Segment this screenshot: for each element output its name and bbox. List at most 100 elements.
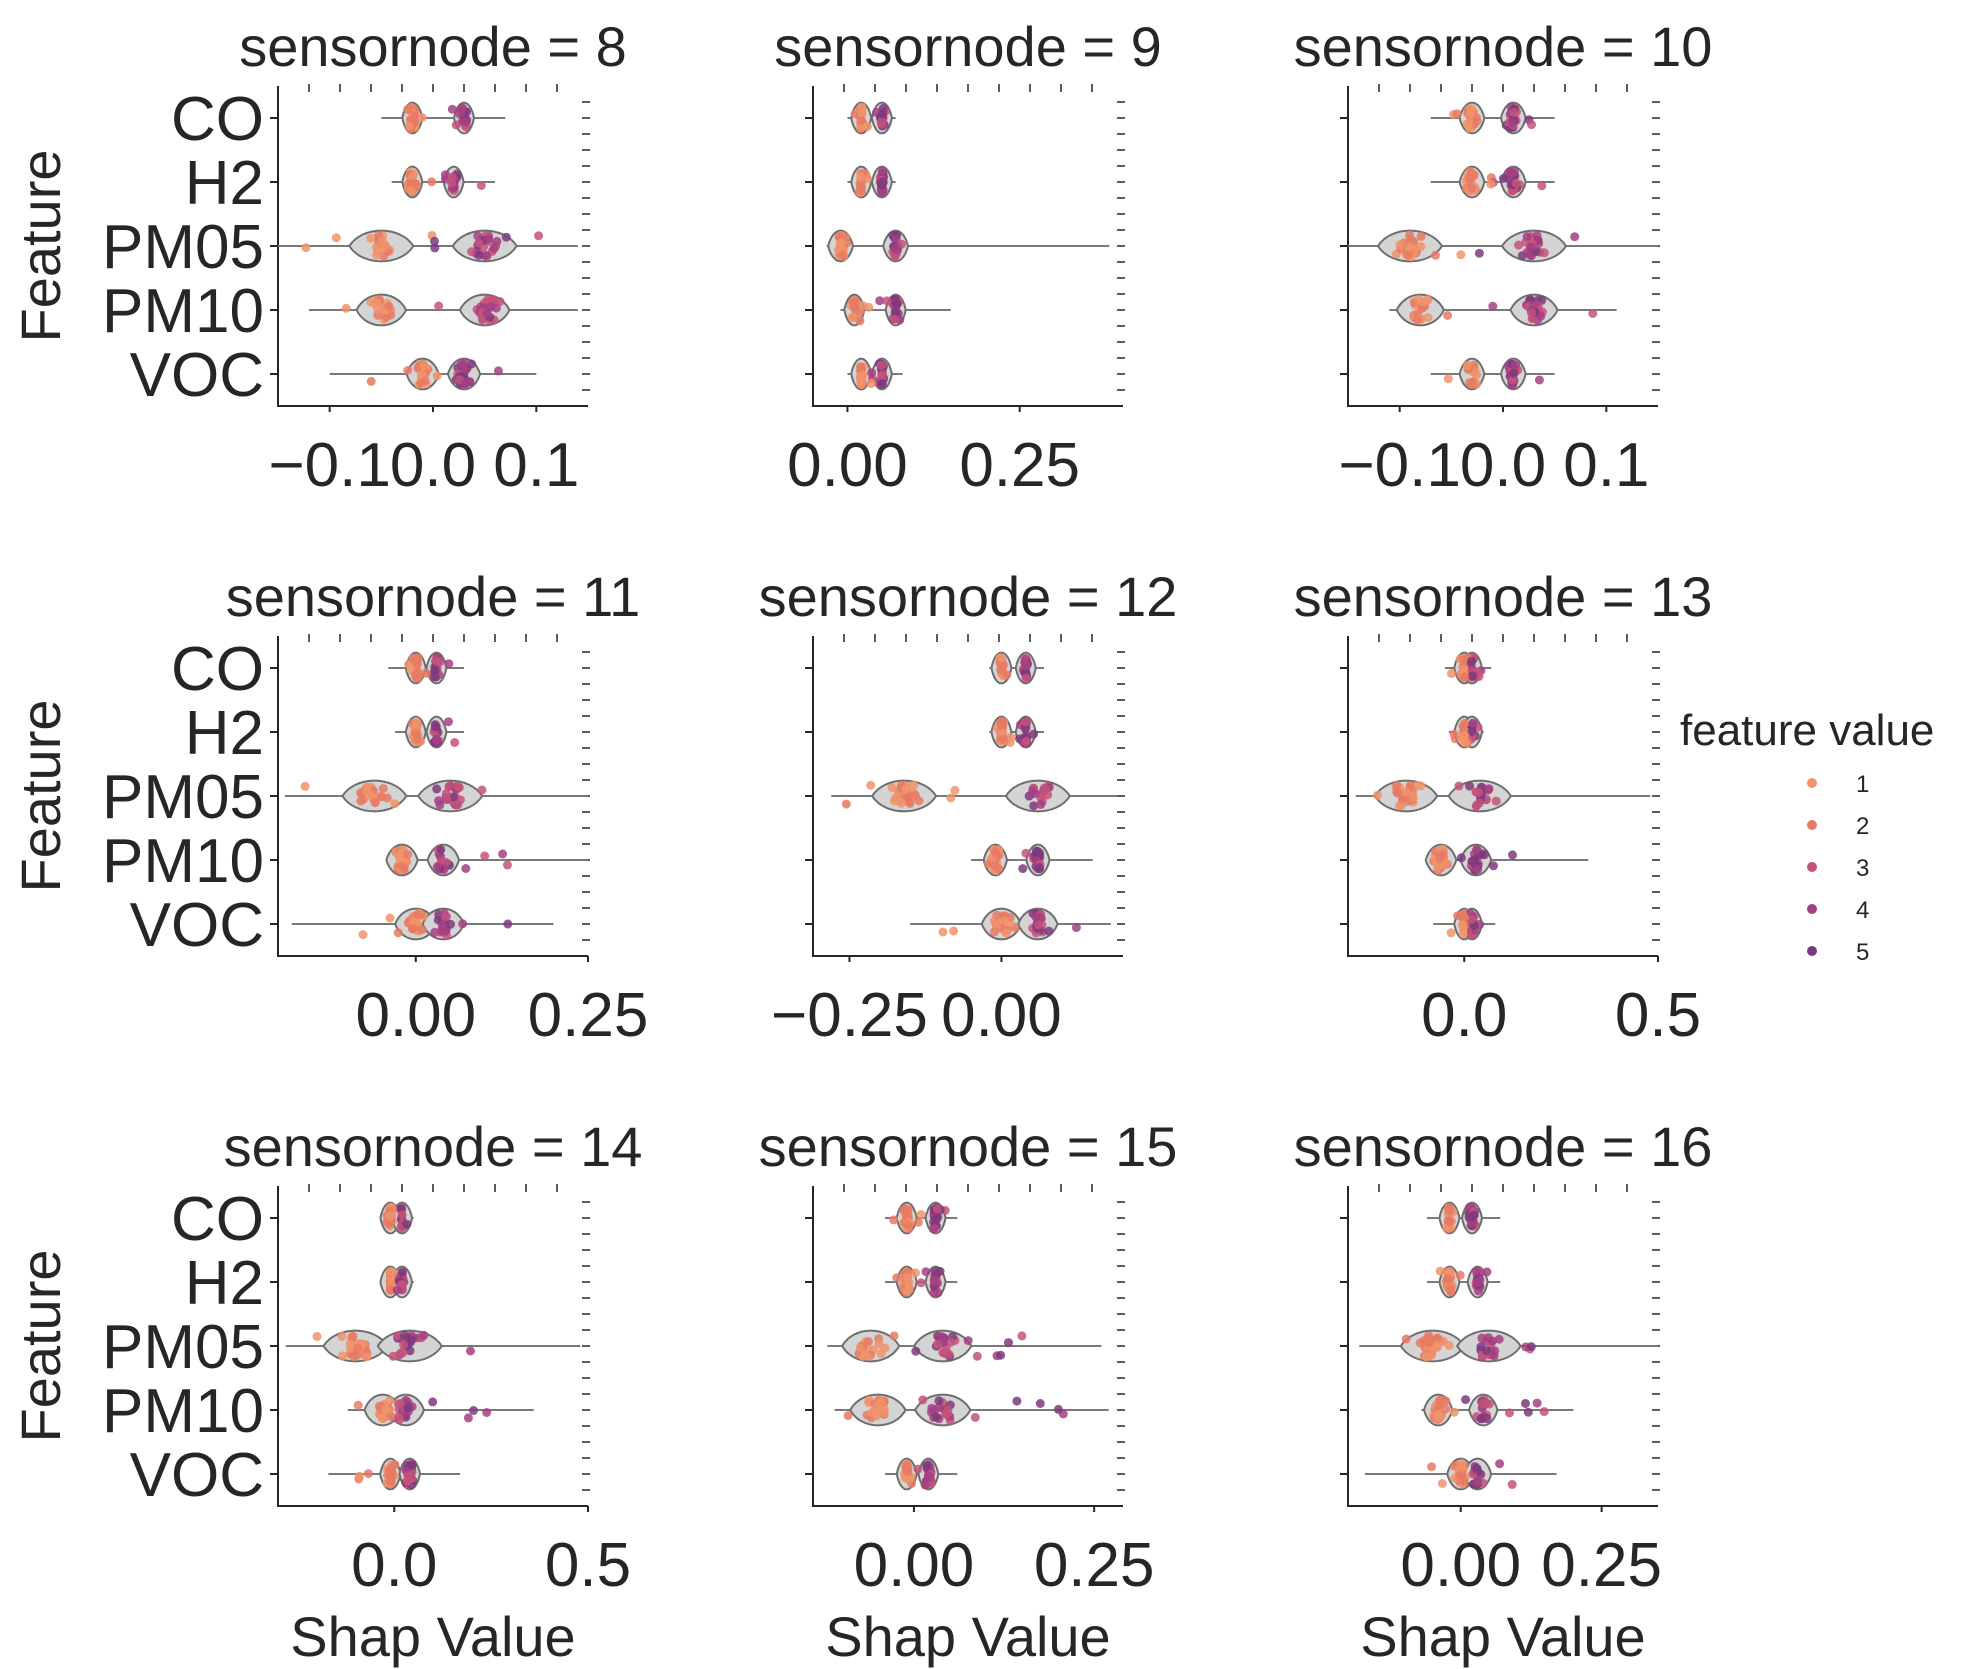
data-point xyxy=(362,1352,372,1362)
data-point xyxy=(1527,308,1537,318)
data-point xyxy=(843,1411,853,1421)
data-point xyxy=(1489,861,1498,871)
data-point xyxy=(1457,1458,1467,1468)
data-point xyxy=(1498,174,1508,183)
data-point xyxy=(385,913,395,923)
panel: sensornode = 10 −0.1 0.0 0.1 xyxy=(1294,15,1713,500)
data-point xyxy=(1511,178,1521,188)
data-point xyxy=(1036,800,1046,809)
axis-spine xyxy=(812,1186,1123,1507)
data-point xyxy=(377,1412,387,1422)
data-point xyxy=(1435,1266,1445,1276)
data-point xyxy=(477,785,487,795)
data-point xyxy=(1020,724,1030,734)
data-point xyxy=(905,795,915,805)
data-point xyxy=(444,717,453,727)
data-point xyxy=(878,167,887,176)
panel-title: sensornode = 13 xyxy=(1294,565,1713,628)
x-tick-label: 0.1 xyxy=(493,431,579,500)
data-point xyxy=(1446,668,1456,678)
data-point xyxy=(440,912,450,922)
data-point xyxy=(1467,183,1476,193)
data-point xyxy=(887,783,897,793)
data-point xyxy=(1495,1459,1505,1469)
y-axis-label: Feature xyxy=(9,700,72,893)
data-point xyxy=(408,178,418,188)
data-point xyxy=(1004,1338,1013,1348)
data-point xyxy=(1001,928,1011,938)
legend-marker xyxy=(1807,904,1817,914)
legend-label: 5 xyxy=(1856,939,1869,966)
data-point xyxy=(1035,1399,1045,1408)
data-point xyxy=(1043,790,1053,800)
data-point xyxy=(1472,116,1482,126)
data-point xyxy=(356,796,366,806)
data-point xyxy=(362,785,371,795)
data-point xyxy=(1474,787,1484,797)
data-point xyxy=(358,930,368,940)
data-point xyxy=(1465,781,1474,791)
data-point xyxy=(1539,1407,1549,1417)
data-point xyxy=(484,234,494,244)
data-point xyxy=(867,368,877,378)
panel-title: sensornode = 15 xyxy=(759,1115,1178,1178)
data-point xyxy=(338,1351,347,1361)
data-point xyxy=(434,301,444,311)
data-point xyxy=(1449,729,1459,739)
data-point xyxy=(1467,915,1477,924)
x-axis-label: Shap Value xyxy=(825,1605,1110,1668)
data-point xyxy=(427,177,437,187)
data-point xyxy=(992,910,1002,920)
data-point xyxy=(1483,1333,1493,1343)
data-point xyxy=(446,919,455,929)
x-tick-label: 0.0 xyxy=(390,431,476,500)
data-point xyxy=(1392,787,1402,797)
data-point xyxy=(935,1266,945,1276)
data-point xyxy=(849,302,859,312)
data-point xyxy=(1431,250,1440,260)
data-point xyxy=(363,1469,373,1479)
data-point xyxy=(430,243,440,253)
data-point xyxy=(1444,1340,1454,1350)
data-point xyxy=(1455,1470,1465,1480)
data-point xyxy=(1479,850,1489,860)
data-point xyxy=(405,1346,415,1356)
data-point xyxy=(466,1346,475,1356)
data-point xyxy=(837,238,846,248)
data-point xyxy=(1467,168,1477,178)
data-point xyxy=(913,1217,923,1227)
data-point xyxy=(892,1273,902,1283)
data-point xyxy=(1373,790,1383,800)
legend-title: feature value xyxy=(1680,706,1934,755)
legend-label: 1 xyxy=(1856,771,1869,798)
data-point xyxy=(1416,242,1426,251)
data-point xyxy=(858,301,868,311)
data-point xyxy=(866,378,876,388)
category-label: CO xyxy=(171,85,264,154)
data-point xyxy=(301,243,311,253)
data-point xyxy=(378,784,388,794)
data-point xyxy=(963,1336,973,1346)
data-point xyxy=(430,672,440,682)
data-point xyxy=(337,1331,347,1341)
data-point xyxy=(1472,370,1482,380)
data-point xyxy=(943,1405,953,1415)
data-point xyxy=(891,244,901,254)
data-point xyxy=(534,231,544,241)
data-point xyxy=(1506,168,1516,178)
data-point xyxy=(386,1267,396,1277)
data-point xyxy=(1443,1274,1453,1283)
data-point xyxy=(411,716,421,726)
data-point xyxy=(903,1220,913,1230)
data-point xyxy=(866,780,876,790)
data-point xyxy=(412,653,422,663)
data-point xyxy=(456,104,466,114)
x-tick-label: 0.25 xyxy=(528,981,649,1050)
data-point xyxy=(879,1407,889,1417)
data-point xyxy=(384,1465,394,1475)
data-point xyxy=(467,247,477,257)
data-point xyxy=(937,1332,947,1341)
data-point xyxy=(440,170,450,180)
data-point xyxy=(1030,789,1040,798)
